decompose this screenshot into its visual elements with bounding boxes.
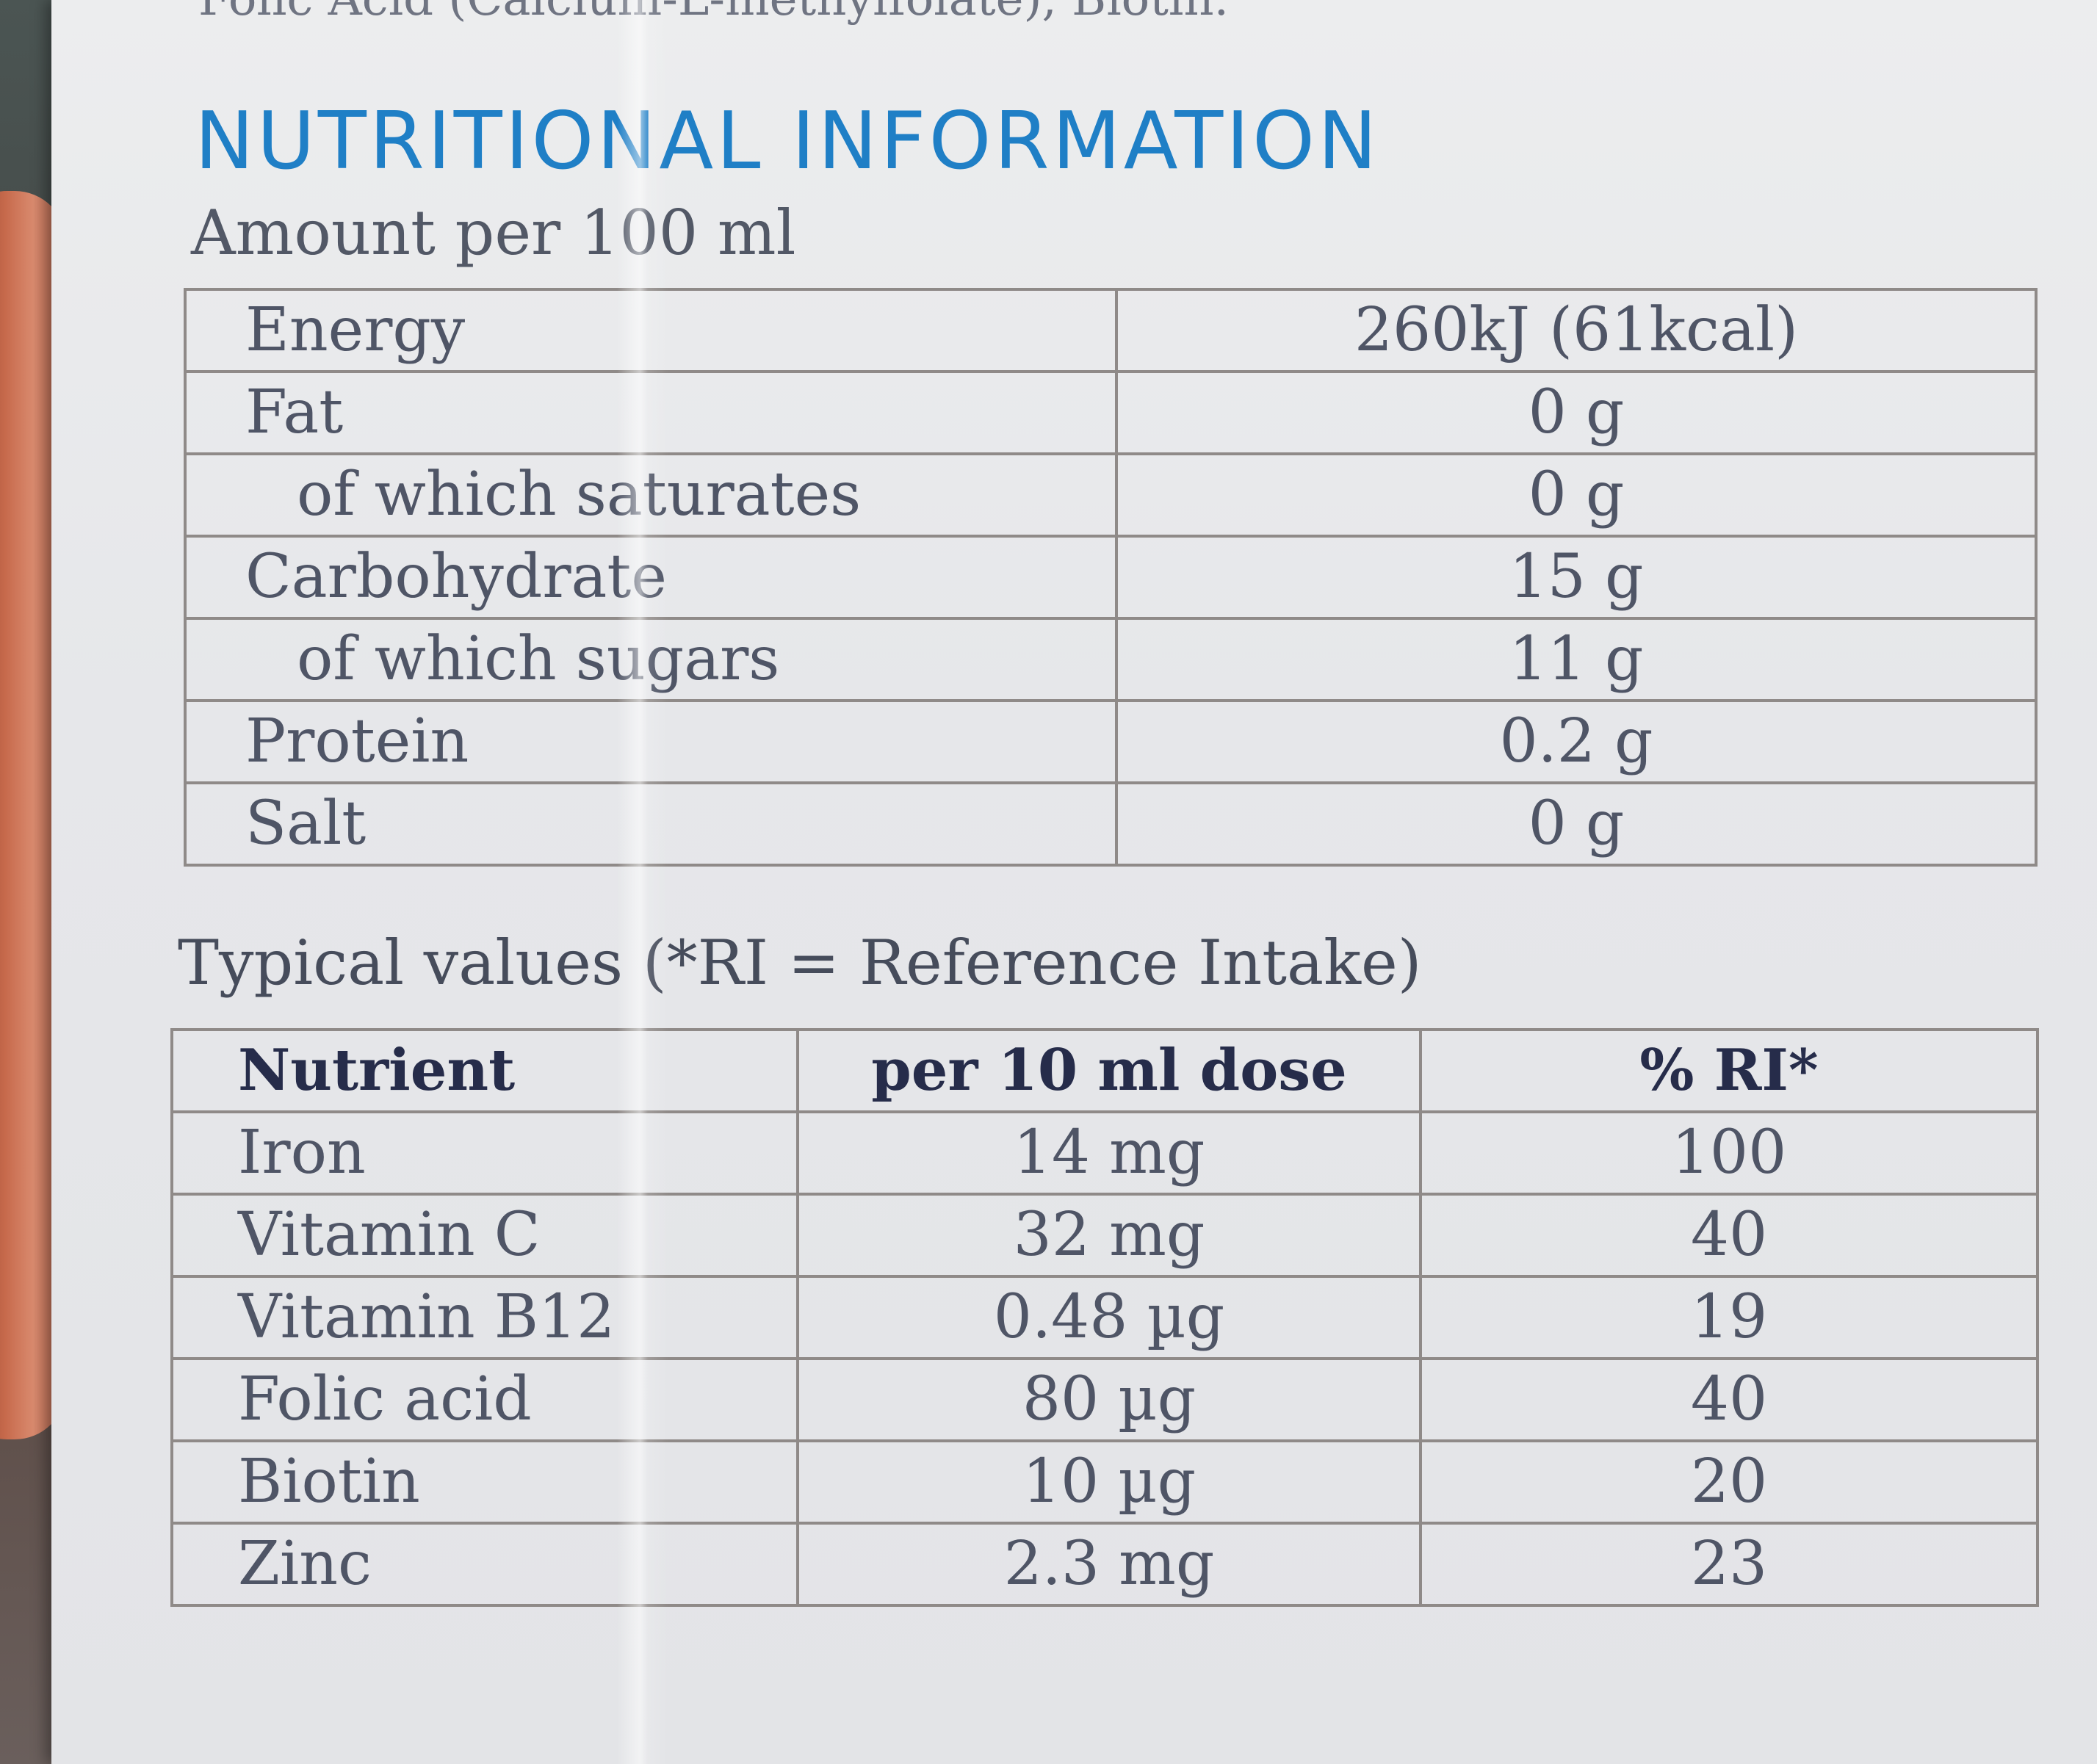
dose-value: 80 µg xyxy=(796,1357,1422,1442)
product-carton: Folic Acid (Calcium-L-methylfolate), Bio… xyxy=(51,0,2097,1764)
column-header-nutrient: Nutrient xyxy=(170,1028,799,1113)
nutrient-label: Salt xyxy=(184,781,1118,867)
ingredients-line: Folic Acid (Calcium-L-methylfolate), Bio… xyxy=(198,0,1229,26)
dose-value: 14 mg xyxy=(796,1110,1422,1196)
vitamin-table: Nutrient per 10 ml dose % RI* Iron 14 mg… xyxy=(170,1028,2039,1607)
nutrient-label: Carbohydrate xyxy=(184,535,1118,620)
ri-value: 40 xyxy=(1419,1193,2039,1278)
nutrient-label: Energy xyxy=(184,288,1118,373)
ri-value: 40 xyxy=(1419,1357,2039,1442)
table-row: Iron 14 mg 100 xyxy=(170,1110,2039,1196)
table-row: of which saturates 0 g xyxy=(184,452,2038,538)
nutrient-name: Vitamin B12 xyxy=(170,1275,799,1360)
table-row: Vitamin B12 0.48 µg 19 xyxy=(170,1275,2039,1360)
dose-value: 2.3 mg xyxy=(796,1522,1422,1607)
table-row: Biotin 10 µg 20 xyxy=(170,1439,2039,1525)
table-row: Protein 0.2 g xyxy=(184,699,2038,784)
table-row: Fat 0 g xyxy=(184,370,2038,455)
ri-value: 20 xyxy=(1419,1439,2039,1525)
typical-values-label: Typical values (*RI = Reference Intake) xyxy=(178,927,1422,999)
nutrient-value: 0 g xyxy=(1115,370,2038,455)
nutrient-value: 260kJ (61kcal) xyxy=(1115,288,2038,373)
ri-value: 100 xyxy=(1419,1110,2039,1196)
nutrient-name: Folic acid xyxy=(170,1357,799,1442)
nutrient-label: of which saturates xyxy=(184,452,1118,538)
nutrient-name: Vitamin C xyxy=(170,1193,799,1278)
nutrient-label: Fat xyxy=(184,370,1118,455)
table-row: Carbohydrate 15 g xyxy=(184,535,2038,620)
table-row: Salt 0 g xyxy=(184,781,2038,867)
nutrition-table: Energy 260kJ (61kcal) Fat 0 g of which s… xyxy=(184,288,2038,867)
table-row: of which sugars 11 g xyxy=(184,617,2038,702)
nutrient-name: Biotin xyxy=(170,1439,799,1525)
nutrient-label: of which sugars xyxy=(184,617,1118,702)
nutrient-value: 15 g xyxy=(1115,535,2038,620)
table-header-row: Nutrient per 10 ml dose % RI* xyxy=(170,1028,2039,1113)
nutrient-value: 0 g xyxy=(1115,781,2038,867)
nutrition-heading: NUTRITIONAL INFORMATION xyxy=(195,95,1380,187)
nutrient-value: 0.2 g xyxy=(1115,699,2038,784)
dose-value: 10 µg xyxy=(796,1439,1422,1525)
nutrient-value: 11 g xyxy=(1115,617,2038,702)
table-row: Zinc 2.3 mg 23 xyxy=(170,1522,2039,1607)
table-row: Vitamin C 32 mg 40 xyxy=(170,1193,2039,1278)
amount-label: Amount per 100 ml xyxy=(191,197,796,269)
nutrient-value: 0 g xyxy=(1115,452,2038,538)
nutrient-label: Protein xyxy=(184,699,1118,784)
nutrient-name: Iron xyxy=(170,1110,799,1196)
dose-value: 32 mg xyxy=(796,1193,1422,1278)
column-header-dose: per 10 ml dose xyxy=(796,1028,1422,1113)
table-row: Folic acid 80 µg 40 xyxy=(170,1357,2039,1442)
column-header-ri: % RI* xyxy=(1419,1028,2039,1113)
nutrient-name: Zinc xyxy=(170,1522,799,1607)
dose-value: 0.48 µg xyxy=(796,1275,1422,1360)
ri-value: 23 xyxy=(1419,1522,2039,1607)
table-row: Energy 260kJ (61kcal) xyxy=(184,288,2038,373)
ri-value: 19 xyxy=(1419,1275,2039,1360)
